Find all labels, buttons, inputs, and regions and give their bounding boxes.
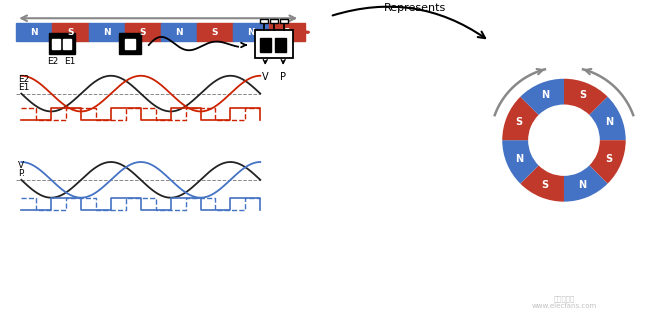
Text: N: N xyxy=(247,28,255,37)
Bar xyxy=(63,39,71,49)
Bar xyxy=(275,38,286,52)
Text: S: S xyxy=(284,28,291,37)
Wedge shape xyxy=(520,79,564,115)
Bar xyxy=(125,39,135,49)
Text: 电子发烧友
www.elecfans.com: 电子发烧友 www.elecfans.com xyxy=(531,295,597,309)
Text: S: S xyxy=(212,28,218,37)
Text: V: V xyxy=(262,72,268,82)
Wedge shape xyxy=(590,97,626,140)
Text: E1: E1 xyxy=(64,57,76,66)
Wedge shape xyxy=(564,165,608,202)
Wedge shape xyxy=(520,165,564,202)
Text: N: N xyxy=(515,154,523,164)
Text: N: N xyxy=(103,28,111,37)
Bar xyxy=(53,23,88,41)
Text: S: S xyxy=(541,180,549,190)
Bar xyxy=(260,19,268,23)
Bar xyxy=(255,30,293,58)
Text: E2: E2 xyxy=(18,75,29,84)
Text: E2: E2 xyxy=(47,57,58,66)
Text: N: N xyxy=(31,28,38,37)
Wedge shape xyxy=(590,140,626,184)
Wedge shape xyxy=(502,97,539,140)
Bar xyxy=(270,19,278,23)
Bar xyxy=(233,23,269,41)
Wedge shape xyxy=(502,140,539,184)
Bar xyxy=(88,23,125,41)
Text: S: S xyxy=(606,154,612,164)
Text: N: N xyxy=(578,180,587,190)
Bar xyxy=(49,33,75,54)
Text: N: N xyxy=(175,28,183,37)
Bar xyxy=(119,33,141,54)
Text: P: P xyxy=(280,72,286,82)
Bar xyxy=(280,19,288,23)
Bar xyxy=(197,23,233,41)
Bar xyxy=(16,23,53,41)
Bar xyxy=(161,23,197,41)
Text: V: V xyxy=(18,161,25,170)
Text: S: S xyxy=(515,117,523,127)
Text: Represents: Represents xyxy=(384,3,446,13)
Text: N: N xyxy=(541,90,549,100)
Text: P.: P. xyxy=(18,169,25,178)
Text: N: N xyxy=(605,117,613,127)
Text: E1: E1 xyxy=(18,83,30,92)
Text: S: S xyxy=(139,28,146,37)
Bar xyxy=(260,38,271,52)
Bar xyxy=(269,23,305,41)
Bar xyxy=(125,23,161,41)
Text: S: S xyxy=(579,90,586,100)
Wedge shape xyxy=(564,79,608,115)
Text: S: S xyxy=(67,28,73,37)
Bar xyxy=(52,39,60,49)
